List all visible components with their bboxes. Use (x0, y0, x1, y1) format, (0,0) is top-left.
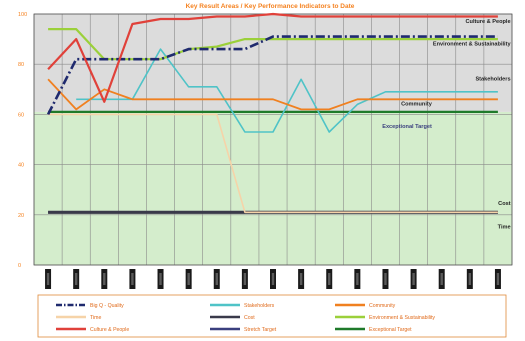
x-tick-label-detail (46, 273, 50, 285)
legend-box (37, 294, 507, 338)
background-above-target (34, 14, 512, 112)
annotation-label: Stakeholders (475, 77, 510, 83)
x-tick-label-detail (74, 273, 78, 285)
y-axis-ticks: 0 20 40 60 80 100 (18, 12, 27, 269)
x-tick-label-detail (243, 273, 247, 285)
x-tick-label-detail (496, 273, 500, 285)
y-tick-label: 60 (18, 112, 24, 118)
x-tick-label-detail (299, 273, 303, 285)
x-tick-label-detail (468, 273, 472, 285)
series-lines (46, 12, 498, 214)
y-tick-label: 80 (18, 62, 24, 68)
y-tick-label: 40 (18, 163, 24, 169)
x-tick-label-detail (412, 273, 415, 285)
chart-title: Key Result Areas / Key Performance Indic… (186, 3, 355, 10)
x-tick-label-detail (103, 273, 106, 285)
x-tick-label-detail (440, 273, 443, 285)
x-tick-label-detail (131, 273, 134, 285)
annotation-label: Time (498, 225, 511, 231)
x-tick-label-detail (187, 273, 190, 285)
legend-label: Exceptional Target (369, 327, 412, 333)
legend-label: Cost (244, 315, 255, 321)
x-tick-label-detail (356, 273, 359, 285)
grid (33, 13, 513, 266)
legend-label: Environment & Sustainability (369, 315, 435, 321)
background-below-target (34, 111, 512, 265)
series-line-big-q-quality (46, 35, 498, 115)
series-line-stakeholders (76, 48, 498, 133)
legend-label: Stretch Target (244, 327, 277, 333)
series-line-time (48, 113, 498, 214)
annotation-label: Culture & People (466, 19, 511, 25)
x-tick-label-detail (215, 273, 218, 285)
x-axis-ticks (45, 269, 501, 289)
plot-background (34, 14, 512, 265)
legend: Big Q - Quality Stakeholders Community Time… (37, 294, 507, 338)
y-tick-label: 20 (18, 213, 24, 219)
x-tick-label-detail (328, 273, 331, 285)
annotation-label: Cost (498, 201, 511, 207)
annotation-label: Environment & Sustainability (433, 41, 512, 47)
annotation-label: Community (401, 102, 433, 108)
series-annotations: Culture & People Environment & Sustainabi… (382, 19, 511, 231)
legend-label: Big Q - Quality (90, 303, 124, 309)
annotation-label: Exceptional Target (382, 124, 432, 130)
x-tick-label-detail (159, 273, 162, 285)
series-line-community (47, 78, 498, 111)
series-line-culture-people (47, 12, 498, 103)
legend-label: Culture & People (90, 327, 129, 333)
y-tick-label: 100 (18, 12, 27, 18)
legend-label: Time (90, 315, 101, 321)
legend-label: Community (369, 303, 396, 309)
x-tick-label-detail (384, 273, 387, 285)
legend-label: Stakeholders (244, 303, 275, 309)
x-tick-label-detail (271, 273, 275, 285)
y-tick-label: 0 (18, 263, 21, 269)
